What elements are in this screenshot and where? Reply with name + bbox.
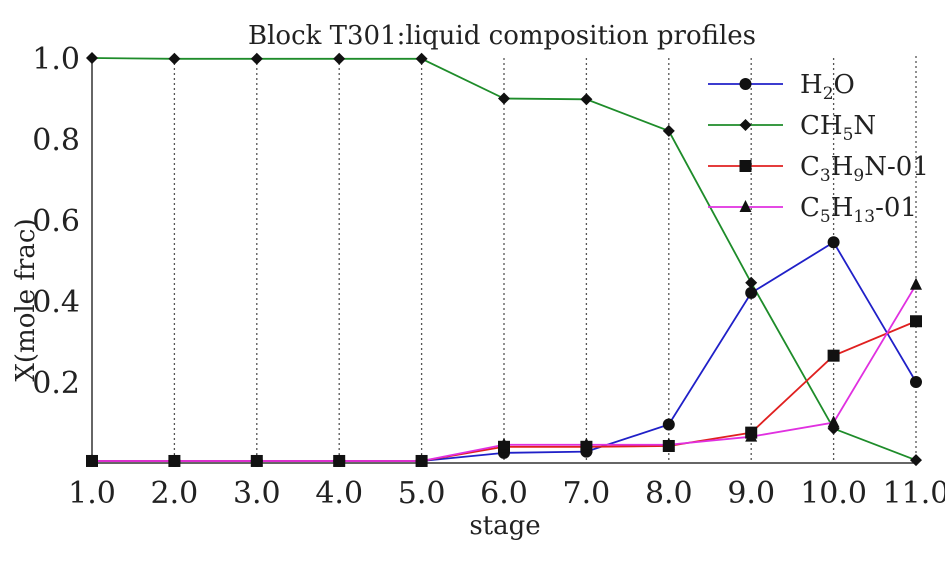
grid-lines [173,58,835,463]
series-markers-h2o [86,236,922,467]
data-point-triangle [827,415,840,428]
y-tick-label: 0.2 [32,366,80,401]
data-point-diamond [739,119,752,131]
x-tick-label: 4.0 [315,476,363,511]
y-tick-labels: 0.2 0.4 0.6 0.8 1.0 [32,42,80,401]
legend-label: C5H13-01 [800,193,917,227]
x-tick-label: 3.0 [233,476,281,511]
data-point-diamond [498,92,510,105]
chart-title: Block T301:liquid composition profiles [248,21,756,51]
y-tick-label: 0.6 [32,204,80,239]
legend-label: C3H9N-01 [800,152,929,186]
data-point-triangle [745,429,758,442]
data-point-square [739,160,752,172]
y-tick-label: 1.0 [32,42,80,77]
data-point-diamond [910,454,922,467]
series-markers-ch5n [86,52,922,467]
x-tick-label: 8.0 [645,476,693,511]
data-point-circle [739,78,752,90]
legend-item: C3H9N-01 [708,152,929,186]
data-point-diamond [333,52,346,65]
x-tick-labels: 1.0 2.0 3.0 4.0 5.0 6.0 7.0 8.0 9.0 10.0 11.0 [68,476,945,511]
data-point-diamond [86,52,98,64]
data-point-circle [827,236,840,249]
legend-item: CH5N [708,111,876,145]
x-tick-label: 10.0 [800,476,867,511]
data-point-diamond [580,93,593,106]
data-point-triangle [333,453,346,466]
data-point-diamond [662,124,675,137]
y-tick-label: 0.8 [32,123,80,158]
data-point-diamond [250,52,263,65]
legend-label: CH5N [800,111,876,145]
data-point-circle [910,376,922,388]
axes [91,56,917,464]
data-point-diamond [745,276,758,289]
legend: H2O CH5N C3H9N-01 C5H13-01 [708,70,929,227]
legend-item: H2O [708,70,855,104]
data-point-triangle [498,437,510,450]
series-layer [86,52,922,467]
data-point-triangle [415,453,428,466]
x-axis-label: stage [469,511,540,541]
data-point-triangle [739,200,752,212]
data-point-circle [662,418,675,431]
x-tick-label: 11.0 [883,476,945,511]
data-point-square [827,349,840,362]
data-point-triangle [250,453,263,466]
data-point-square [910,315,922,328]
series-markers-c5h13-01 [86,277,922,466]
y-axis-label: X(mole frac) [11,218,41,381]
data-point-triangle [580,437,593,450]
data-point-diamond [168,52,181,65]
data-point-triangle [910,277,922,290]
x-tick-label: 2.0 [151,476,199,511]
data-point-circle [745,286,758,299]
x-tick-label: 9.0 [727,476,775,511]
x-tick-label: 7.0 [563,476,611,511]
x-tick-label: 5.0 [398,476,446,511]
data-point-triangle [168,453,181,466]
data-point-diamond [415,52,428,65]
data-point-triangle [86,453,98,466]
x-tick-label: 6.0 [480,476,528,511]
legend-item: C5H13-01 [708,193,917,227]
y-tick-label: 0.4 [32,285,80,320]
legend-label: H2O [800,70,855,104]
data-point-triangle [662,437,675,450]
x-tick-label: 1.0 [68,476,116,511]
